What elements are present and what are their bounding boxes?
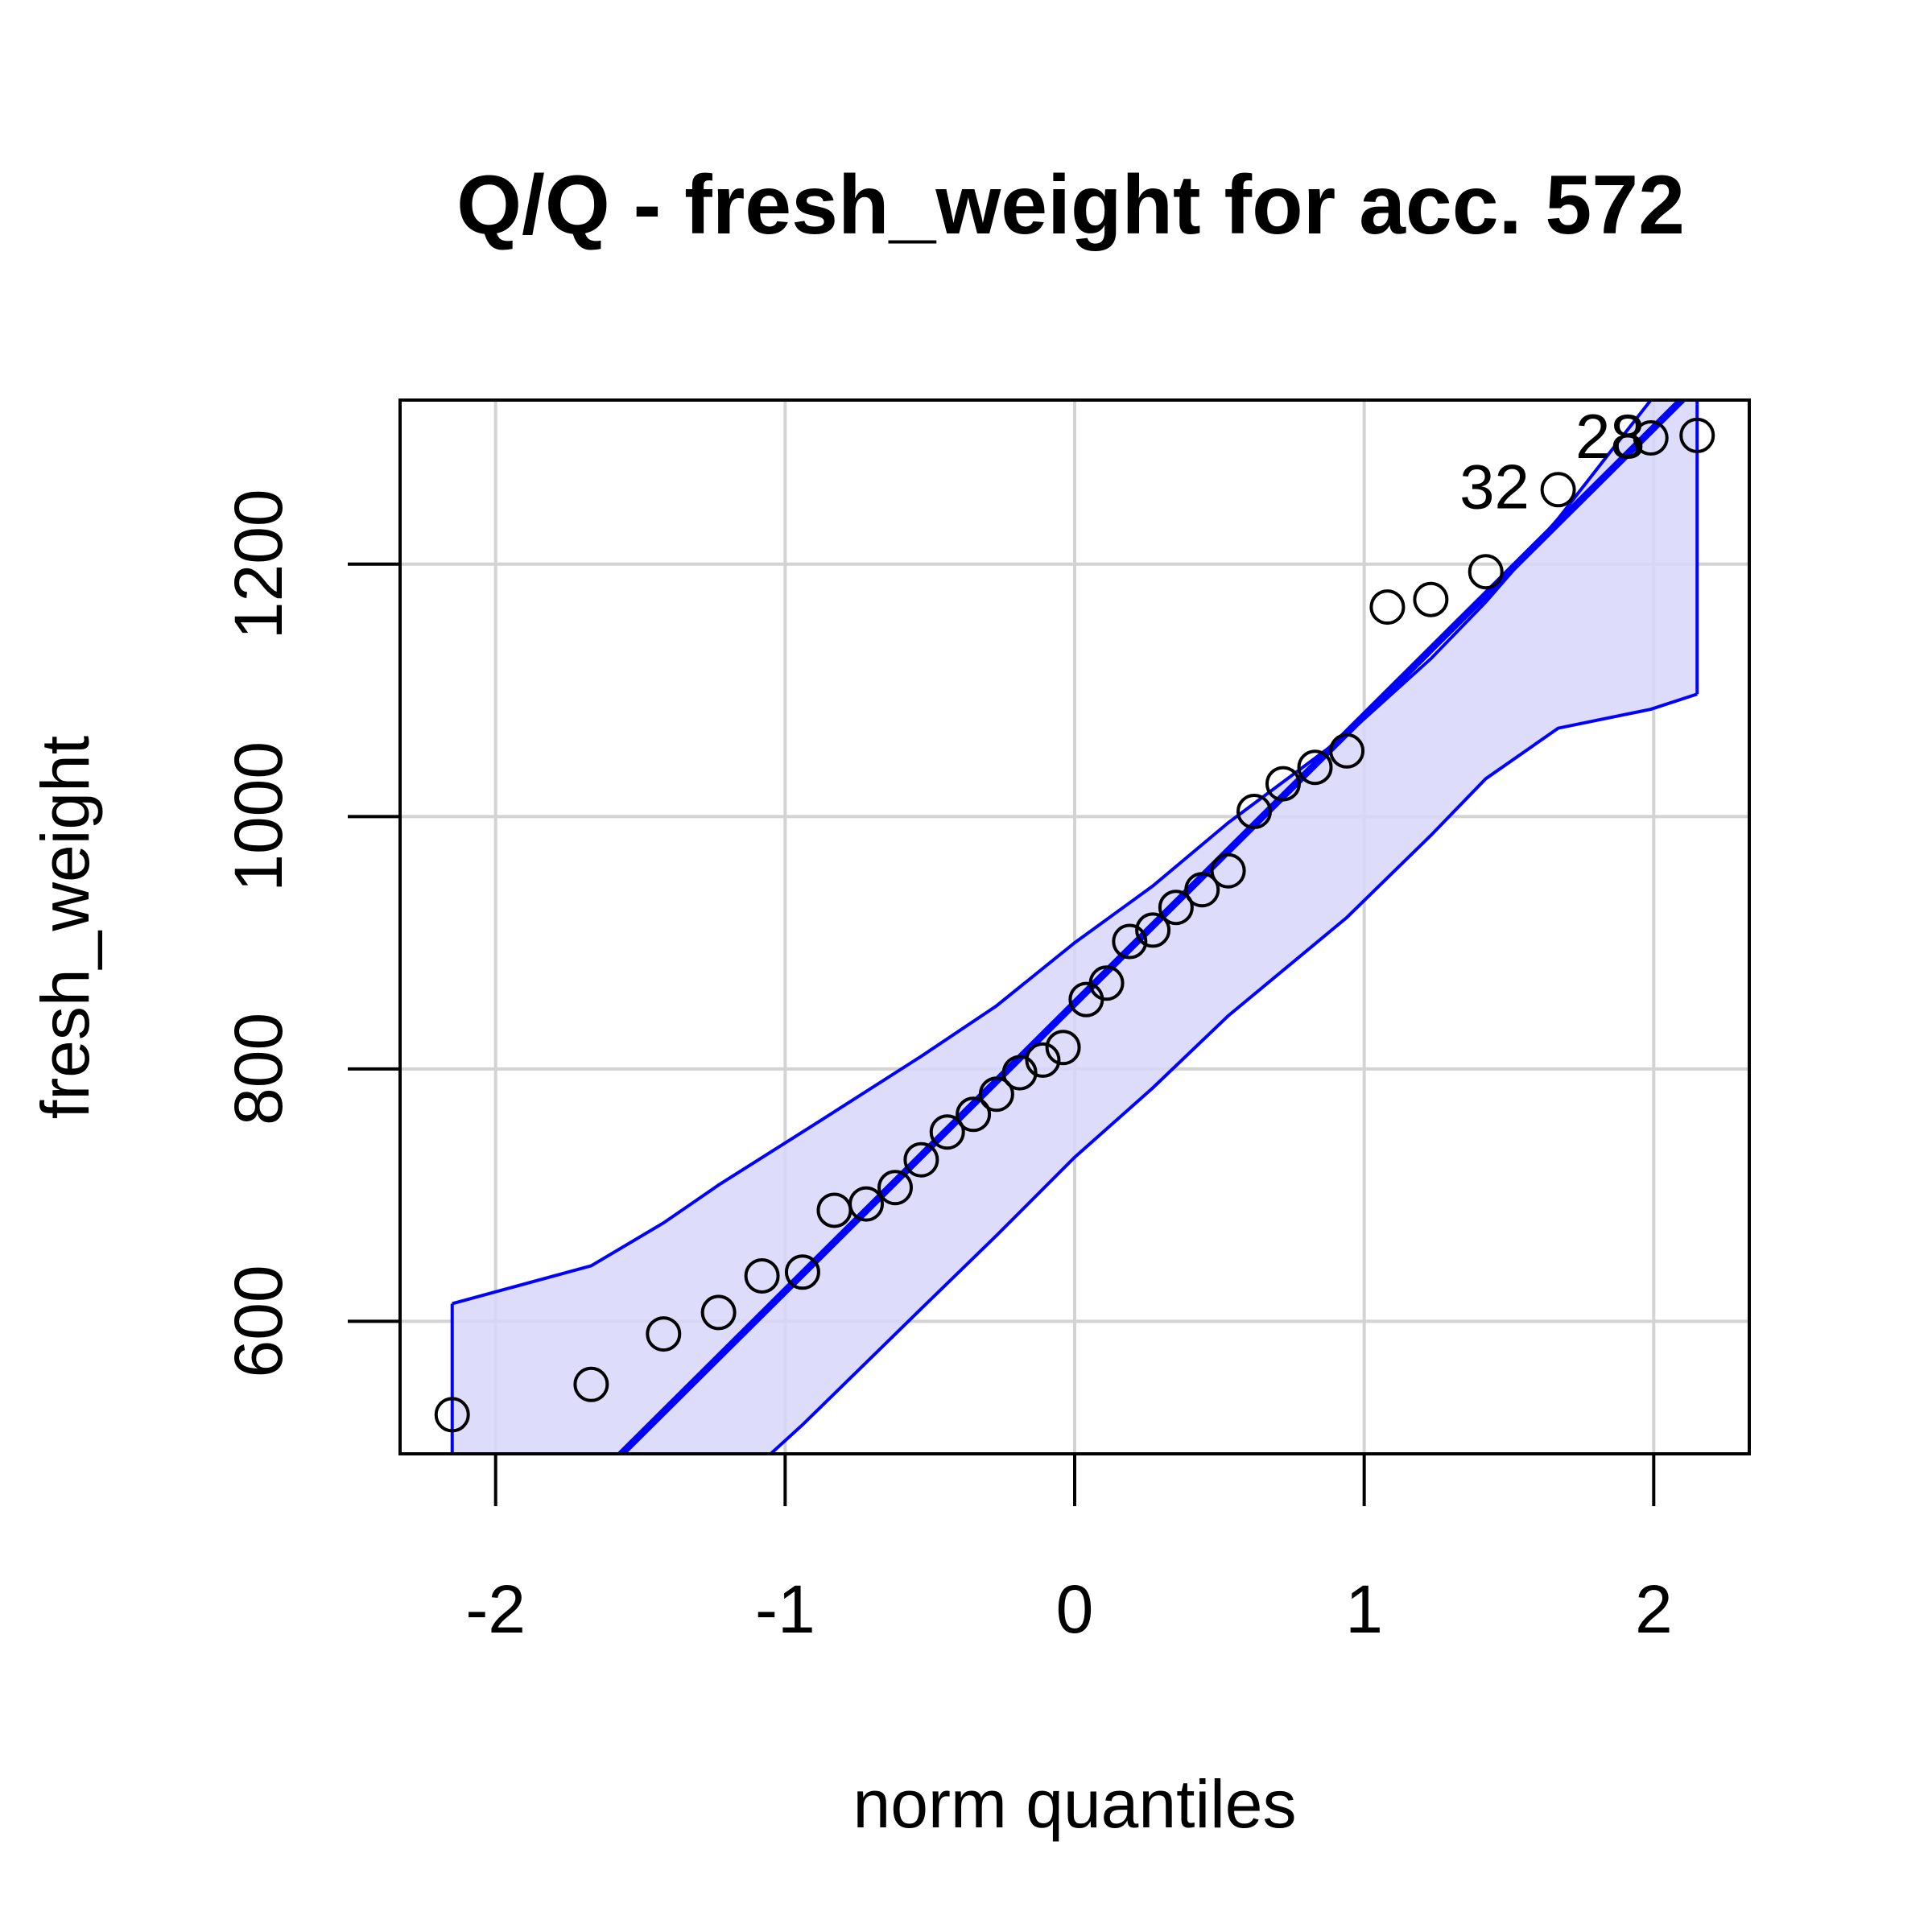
- data-point-23: [1210, 852, 1246, 889]
- data-point-29: [1413, 581, 1449, 617]
- data-point-18: [1088, 965, 1125, 1001]
- x-tick-label-0: -2: [465, 1571, 526, 1647]
- point-annotation-32: 32: [1459, 452, 1530, 522]
- x-axis: -2 -1 0 1 2: [465, 1452, 1673, 1647]
- data-point-30: [1468, 554, 1504, 590]
- data-point-9: [877, 1170, 914, 1206]
- data-point-33: [1679, 417, 1715, 453]
- data-point-27: [1329, 733, 1365, 769]
- data-point-2: [573, 1366, 609, 1402]
- data-point-28: [1369, 589, 1406, 625]
- data-point-26: [1297, 749, 1333, 786]
- data-point-10: [903, 1141, 939, 1178]
- x-axis-label: norm quantiles: [853, 1766, 1297, 1842]
- data-point-21: [1158, 890, 1194, 926]
- envelope-fill: [452, 400, 1698, 1454]
- y-tick-label-2: 1000: [221, 741, 296, 892]
- reference-line-path: [616, 400, 1687, 1454]
- data-point-6: [784, 1254, 820, 1290]
- data-point-32: [1633, 420, 1669, 456]
- data-point-22: [1184, 872, 1220, 908]
- data-point-25: [1265, 766, 1301, 802]
- y-tick-label-0: 600: [221, 1265, 296, 1377]
- data-point-20: [1135, 912, 1171, 948]
- data-point-4: [700, 1294, 737, 1331]
- data-point-24: [1236, 794, 1272, 830]
- data-points: [434, 417, 1715, 1433]
- y-axis-label: fresh_weight: [27, 736, 103, 1119]
- y-tick-label-1: 800: [221, 1013, 296, 1125]
- data-point-11: [929, 1114, 965, 1150]
- reference-line: [616, 400, 1687, 1454]
- x-tick-label-2: 0: [1056, 1571, 1094, 1647]
- point-annotation-28: 28: [1575, 401, 1645, 472]
- point-annotations: 32 28: [1459, 401, 1645, 522]
- data-point-12: [956, 1096, 992, 1133]
- data-point-13: [978, 1076, 1014, 1113]
- x-tick-label-4: 2: [1635, 1571, 1673, 1647]
- data-point-8: [848, 1186, 885, 1222]
- x-tick-label-1: -1: [755, 1571, 815, 1647]
- data-point-5: [744, 1257, 780, 1294]
- data-point-19: [1112, 923, 1148, 960]
- data-point-31: [1540, 472, 1576, 508]
- data-point-3: [646, 1316, 682, 1352]
- data-point-14: [1001, 1055, 1038, 1091]
- chart-title: Q/Q - fresh_weight for acc. 572: [456, 159, 1685, 252]
- data-point-16: [1045, 1030, 1081, 1066]
- y-axis: 600 800 1000 1200: [221, 489, 402, 1377]
- y-tick-label-3: 1200: [221, 489, 296, 639]
- data-point-15: [1025, 1042, 1061, 1078]
- envelope-lower-line: [452, 692, 1698, 1454]
- x-tick-label-3: 1: [1345, 1571, 1383, 1647]
- data-point-1: [434, 1397, 470, 1433]
